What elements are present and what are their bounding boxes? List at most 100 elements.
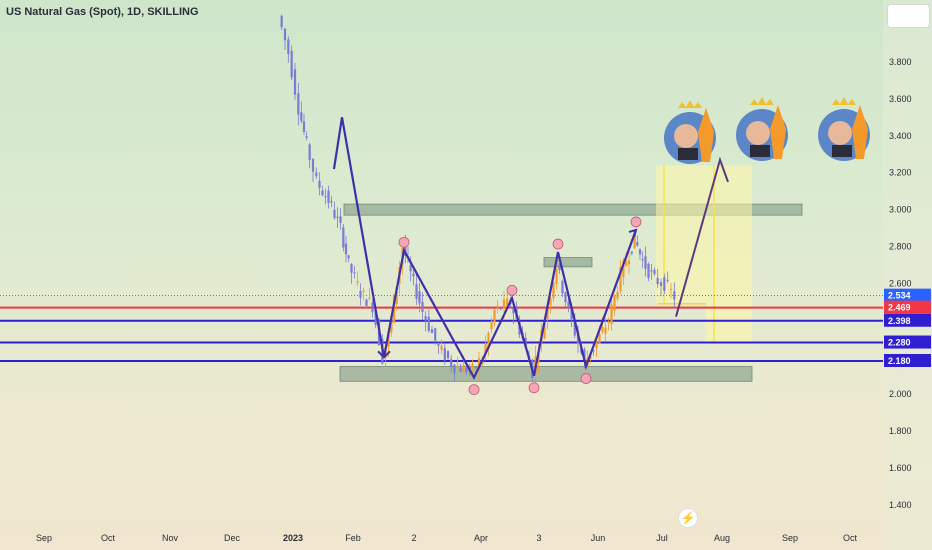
candle-body bbox=[601, 327, 604, 332]
candle-body bbox=[300, 112, 303, 122]
candle-body bbox=[633, 231, 636, 249]
price-badge-label: 2.534 bbox=[888, 291, 911, 301]
y-tick-label: 3.200 bbox=[889, 168, 912, 178]
candle-body bbox=[487, 332, 490, 349]
y-tick-label: 2.000 bbox=[889, 389, 912, 399]
candle-body bbox=[305, 136, 308, 138]
candle-body bbox=[567, 301, 570, 307]
candle-body bbox=[302, 121, 306, 132]
candle-body bbox=[595, 341, 598, 349]
brain-icon bbox=[398, 236, 410, 248]
candle-body bbox=[561, 281, 564, 294]
x-tick-label: 2023 bbox=[283, 533, 303, 543]
candle-body bbox=[390, 315, 393, 333]
crown-icon bbox=[832, 97, 856, 105]
candle-body bbox=[650, 270, 653, 272]
crown-icon bbox=[678, 100, 702, 108]
candle-body bbox=[293, 69, 297, 95]
rocket-icon bbox=[698, 108, 714, 162]
x-tick-label: Oct bbox=[101, 533, 116, 543]
candle-body bbox=[506, 298, 509, 307]
candle-body bbox=[344, 243, 348, 255]
crown-icon bbox=[750, 97, 774, 105]
candle-body bbox=[673, 291, 676, 300]
brain-icon bbox=[468, 384, 480, 396]
candle-body bbox=[321, 190, 324, 196]
candle-body bbox=[607, 321, 610, 323]
candle-body bbox=[327, 190, 330, 203]
candle-body bbox=[592, 350, 595, 352]
y-tick-label: 3.000 bbox=[889, 205, 912, 215]
pattern-zigzag-line bbox=[332, 117, 638, 381]
candle-body bbox=[409, 265, 412, 272]
tradingview-logo-icon[interactable]: ⚡ bbox=[678, 508, 698, 528]
candle-body bbox=[371, 302, 374, 313]
chart-title: US Natural Gas (Spot), 1D, SKILLING bbox=[6, 6, 199, 18]
candle-body bbox=[318, 180, 321, 188]
candle-body bbox=[434, 328, 437, 341]
candle-body bbox=[474, 366, 477, 368]
candle-body bbox=[415, 284, 418, 299]
candle-body bbox=[290, 50, 293, 78]
candle-body bbox=[610, 304, 613, 325]
price-badge-label: 2.280 bbox=[888, 338, 911, 348]
candle-body bbox=[374, 310, 377, 325]
x-tick-label: Aug bbox=[714, 533, 730, 543]
candle-body bbox=[443, 348, 446, 361]
candle-body bbox=[453, 364, 456, 374]
candle-body bbox=[598, 334, 601, 344]
candle-body bbox=[437, 344, 440, 346]
rocket-icon bbox=[770, 105, 786, 159]
candle-body bbox=[627, 260, 631, 265]
brain-icon bbox=[552, 238, 564, 250]
zigzag-arrowhead bbox=[628, 228, 638, 238]
candle-body bbox=[368, 297, 371, 299]
candle-body bbox=[558, 264, 561, 270]
candle-body bbox=[630, 251, 633, 254]
candle-body bbox=[613, 295, 616, 311]
price-badge-label: 2.398 bbox=[888, 316, 911, 326]
candle-body bbox=[462, 365, 465, 372]
brain-icon bbox=[580, 373, 592, 384]
candle-body bbox=[283, 28, 287, 41]
avatar-face-icon bbox=[674, 124, 698, 148]
candle-body bbox=[622, 260, 625, 278]
price-badge bbox=[884, 335, 931, 349]
candle-body bbox=[347, 255, 350, 259]
candle-body bbox=[280, 15, 283, 28]
candle-body bbox=[502, 299, 506, 309]
x-tick-label: Jul bbox=[656, 533, 668, 543]
scale-settings-box[interactable] bbox=[887, 4, 930, 28]
candle-body bbox=[456, 366, 459, 368]
candle-body bbox=[663, 277, 666, 291]
candle-body bbox=[512, 306, 515, 314]
y-tick-label: 1.800 bbox=[889, 426, 912, 436]
x-tick-label: Feb bbox=[345, 533, 361, 543]
brain-icon bbox=[506, 284, 518, 296]
price-badge-label: 2.469 bbox=[888, 303, 911, 313]
x-tick-label: Sep bbox=[782, 533, 798, 543]
candle-body bbox=[424, 316, 427, 321]
candle-body bbox=[333, 209, 336, 219]
candle-body bbox=[404, 244, 407, 256]
candle-body bbox=[359, 291, 362, 298]
candle-body bbox=[552, 282, 555, 299]
candle-body bbox=[659, 282, 663, 286]
y-tick-label: 1.600 bbox=[889, 463, 912, 473]
candle-body bbox=[490, 321, 493, 330]
candle-body bbox=[616, 291, 619, 299]
projection-line bbox=[675, 156, 729, 317]
candle-body bbox=[604, 327, 607, 334]
price-badge bbox=[884, 313, 931, 327]
y-tick-label: 3.600 bbox=[889, 94, 912, 104]
candle-body bbox=[297, 93, 300, 115]
candle-body bbox=[477, 358, 481, 370]
support-resistance-zone bbox=[543, 257, 593, 268]
candle-body bbox=[412, 273, 415, 277]
support-resistance-zone bbox=[343, 203, 803, 216]
candle-body bbox=[421, 301, 424, 312]
candle-body bbox=[465, 367, 468, 373]
candle-body bbox=[573, 321, 576, 336]
